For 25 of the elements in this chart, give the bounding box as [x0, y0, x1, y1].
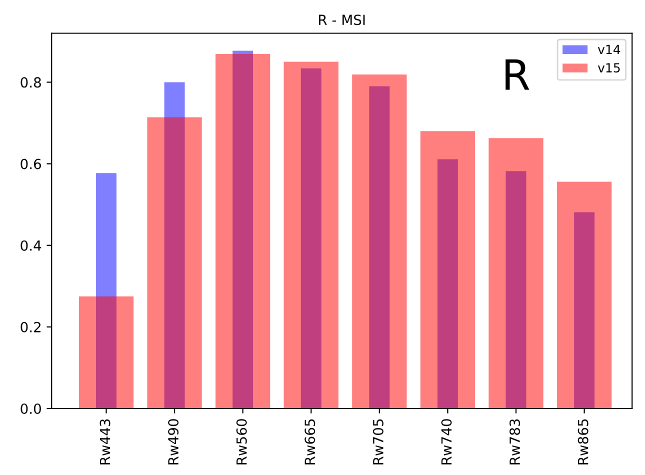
y-tick-label: 0.8	[20, 77, 41, 88]
x-tick-label: Rw783	[510, 419, 520, 464]
y-tick-label: 0.2	[20, 322, 40, 332]
bar	[556, 182, 612, 408]
legend-label: v15	[598, 63, 620, 73]
x-tick-label: Rw865	[578, 419, 588, 464]
bar	[488, 138, 544, 408]
bar	[147, 117, 202, 408]
x-tick-label: Rw705	[372, 419, 384, 464]
x-tick-label: Rw443	[100, 419, 110, 464]
bar	[216, 54, 270, 408]
y-tick-label: 0.0	[20, 403, 41, 414]
bar	[284, 62, 338, 408]
chart-title: R - MSI	[319, 14, 365, 26]
y-tick-label: 0.4	[20, 240, 42, 251]
x-tick-label: Rw490	[168, 419, 179, 464]
bar	[78, 296, 134, 408]
annotation: R	[506, 59, 530, 90]
legend-label: v14	[598, 44, 620, 54]
x-tick-label: Rw560	[236, 419, 247, 464]
x-tick-label: Rw665	[304, 419, 316, 464]
x-tick-label: Rw740	[441, 419, 452, 464]
bar	[420, 131, 476, 408]
y-tick-label: 0.6	[20, 158, 42, 170]
bar	[352, 74, 407, 408]
